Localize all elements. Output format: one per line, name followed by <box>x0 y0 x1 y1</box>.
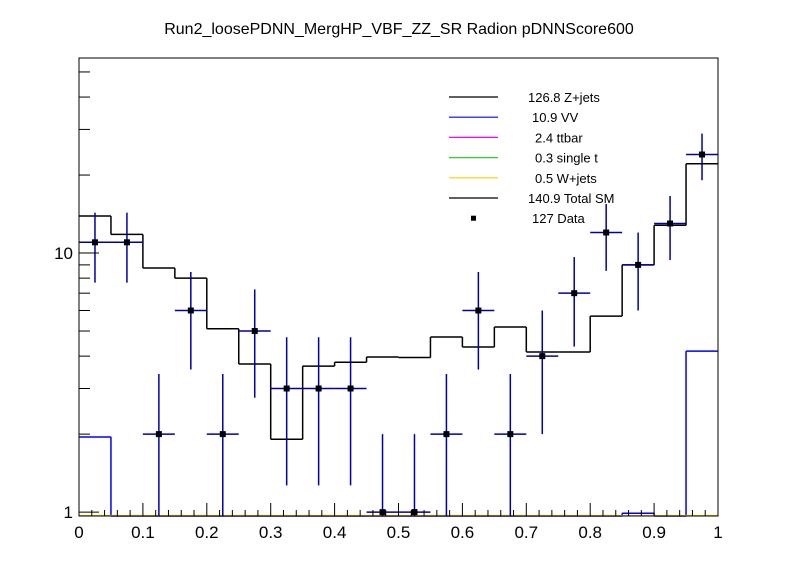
chart-title: Run2_loosePDNN_MergHP_VBF_ZZ_SR Radion p… <box>164 21 634 38</box>
x-tick-label: 0 <box>74 523 83 542</box>
legend-label: 10.9 VV <box>532 110 579 125</box>
data-point <box>635 261 642 268</box>
x-tick-label: 0.5 <box>387 523 411 542</box>
data-point <box>699 151 706 158</box>
x-tick-label: 0.6 <box>451 523 475 542</box>
legend-label: 126.8 Z+jets <box>528 90 600 105</box>
data-point <box>155 431 162 438</box>
legend: 126.8 Z+jets 10.9 VV 2.4 ttbar 0.3 single t… <box>449 90 614 226</box>
data-point <box>411 509 418 516</box>
legend-label: 0.5 W+jets <box>535 171 597 186</box>
x-tick-label: 0.4 <box>323 523 347 542</box>
series-data <box>79 133 718 516</box>
legend-label: 127 Data <box>532 211 586 226</box>
data-point <box>379 509 386 516</box>
x-tick-label: 0.2 <box>195 523 219 542</box>
y-tick-label: 10 <box>54 244 73 263</box>
series-total-sm <box>79 163 718 441</box>
data-point <box>571 290 578 297</box>
data-point <box>539 353 546 360</box>
data-point <box>251 328 258 335</box>
data-point <box>219 431 226 438</box>
legend-label: 0.3 single t <box>535 151 598 166</box>
data-point <box>507 431 514 438</box>
y-tick-label: 1 <box>64 503 73 522</box>
data-point <box>603 229 610 236</box>
data-point <box>123 239 130 246</box>
legend-label: 140.9 Total SM <box>528 191 614 206</box>
data-point <box>475 307 482 314</box>
data-point <box>187 307 194 314</box>
data-point <box>347 385 354 392</box>
data-point <box>283 385 290 392</box>
data-point <box>443 431 450 438</box>
data-point <box>667 220 674 227</box>
x-tick-label: 0.3 <box>259 523 283 542</box>
x-tick-label: 0.9 <box>642 523 666 542</box>
x-tick-label: 0.1 <box>131 523 155 542</box>
legend-label: 2.4 ttbar <box>535 130 583 145</box>
legend-marker <box>471 215 476 221</box>
data-point <box>91 239 98 246</box>
x-tick-label: 0.7 <box>514 523 538 542</box>
x-tick-label: 1 <box>713 523 722 542</box>
data-point <box>315 385 322 392</box>
x-tick-label: 0.8 <box>578 523 602 542</box>
